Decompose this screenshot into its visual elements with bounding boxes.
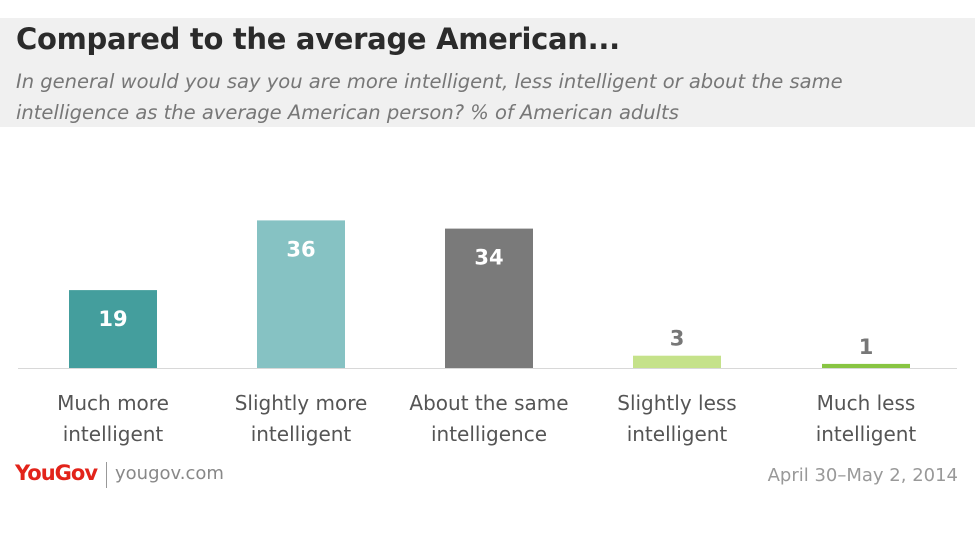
- bar-4: [822, 363, 910, 368]
- bar-1: [257, 220, 345, 368]
- data-label-0: 19: [98, 307, 127, 331]
- site-link[interactable]: yougov.com: [115, 463, 224, 484]
- data-label-4: 1: [859, 335, 874, 359]
- chart-title: Compared to the average American...: [16, 22, 620, 56]
- category-label-line: intelligent: [626, 422, 728, 446]
- category-label-line: intelligent: [250, 422, 352, 446]
- bar-group: 19 36 34 3 1: [69, 220, 910, 368]
- data-label-3: 3: [670, 327, 685, 351]
- category-label-2: About the same intelligence: [399, 388, 579, 450]
- bar-3: [633, 355, 721, 368]
- bar-0: [69, 290, 157, 368]
- bar-chart: 19 36 34 3 1: [18, 220, 957, 369]
- bar-2: [445, 228, 533, 368]
- category-label-line: intelligent: [815, 422, 917, 446]
- logo-divider: [106, 462, 107, 488]
- category-label-line: About the same: [409, 391, 569, 415]
- category-label-3: Slightly less intelligent: [587, 388, 767, 450]
- category-label-4: Much less intelligent: [776, 388, 956, 450]
- survey-date: April 30–May 2, 2014: [767, 465, 958, 486]
- category-label-line: intelligence: [430, 422, 548, 446]
- data-label-1: 36: [286, 237, 315, 261]
- category-label-line: Slightly more: [234, 391, 368, 415]
- category-label-0: Much more intelligent: [23, 388, 203, 450]
- category-label-line: Much more: [57, 391, 169, 415]
- chart-subtitle: In general would you say you are more in…: [16, 70, 843, 124]
- category-label-line: Much less: [816, 391, 916, 415]
- category-label-line: Slightly less: [617, 391, 737, 415]
- category-label-line: intelligent: [62, 422, 164, 446]
- category-label-1: Slightly more intelligent: [211, 388, 391, 450]
- data-label-2: 34: [474, 246, 503, 270]
- header-band: [0, 18, 975, 127]
- yougov-logo: YouGov: [15, 461, 98, 485]
